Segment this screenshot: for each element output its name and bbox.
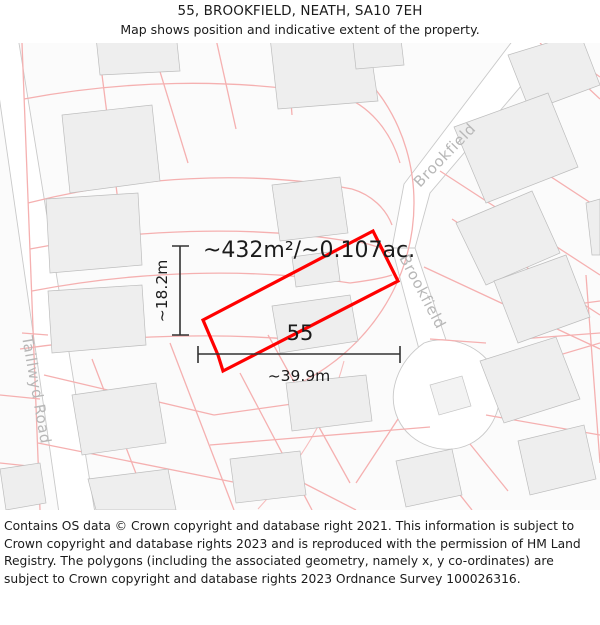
map-footer: Contains OS data © Crown copyright and d… (0, 510, 600, 625)
dimension-height-label: ~18.2m (153, 260, 171, 323)
building-footprints (0, 43, 600, 510)
property-boundary-polygon[interactable] (200, 228, 401, 374)
map-header: 55, BROOKFIELD, NEATH, SA10 7EH Map show… (0, 0, 600, 43)
dimension-height: ~18.2m (153, 245, 189, 336)
page-title: 55, BROOKFIELD, NEATH, SA10 7EH (177, 3, 423, 19)
plot-number-label: 55 (287, 321, 314, 345)
copyright-text: Contains OS data © Crown copyright and d… (4, 519, 581, 586)
road-taillwyd (0, 43, 95, 510)
page-subtitle: Map shows position and indicative extent… (120, 22, 480, 37)
dimension-width: ~39.9m (197, 346, 401, 385)
culdesac-island (429, 375, 472, 416)
area-label: ~432m²/~0.107ac. (203, 238, 415, 263)
map-canvas[interactable]: Brookfield Brookfield Taillwyd Road ~432… (0, 43, 600, 510)
dimension-width-label: ~39.9m (268, 367, 331, 385)
